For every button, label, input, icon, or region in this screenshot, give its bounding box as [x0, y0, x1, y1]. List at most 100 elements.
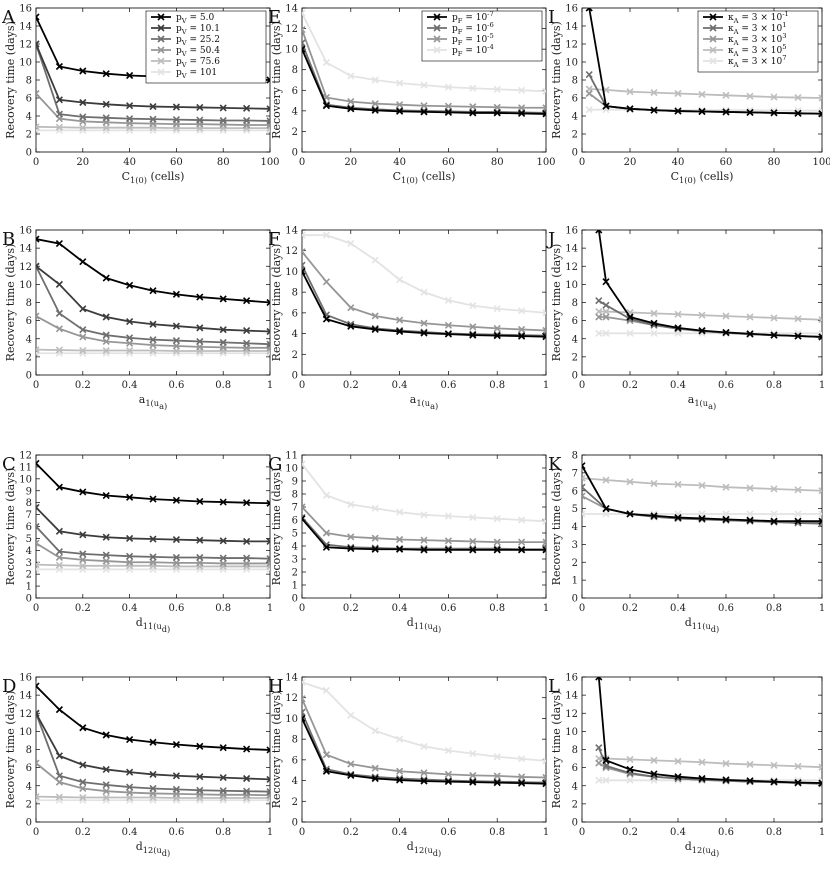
legend-entry: κA = 3 × 101	[728, 21, 787, 36]
data-point-marker	[794, 517, 802, 525]
plot-area	[302, 231, 546, 341]
y-tick-label: 10	[565, 280, 578, 291]
data-point-marker	[102, 346, 110, 355]
data-point-marker	[243, 745, 251, 753]
data-point-marker	[698, 758, 706, 766]
data-point-marker	[602, 776, 610, 784]
data-point-marker	[420, 769, 428, 777]
data-point-marker	[585, 106, 593, 114]
x-tick-label: 0.6	[440, 380, 456, 391]
legend-marker	[709, 35, 717, 43]
data-point-marker	[149, 102, 157, 111]
data-point-marker	[602, 307, 610, 316]
y-tick-label: 6	[572, 316, 578, 327]
data-point-marker	[196, 116, 204, 124]
series-line	[302, 516, 546, 551]
data-point-marker	[542, 87, 546, 95]
x-tick-label: 0	[579, 603, 585, 614]
data-point-marker	[602, 313, 610, 321]
data-point-marker	[371, 534, 379, 542]
axes-frame	[301, 454, 547, 599]
y-tick-label: 1	[292, 581, 298, 592]
data-point-marker	[674, 310, 682, 318]
data-point-marker	[818, 779, 822, 787]
data-point-marker	[396, 735, 404, 743]
data-point-marker	[172, 496, 180, 504]
data-point-marker	[266, 788, 270, 796]
y-tick-label: 6	[572, 94, 578, 105]
data-point-marker	[518, 538, 526, 546]
data-point-marker	[322, 102, 330, 110]
data-point-marker	[626, 329, 634, 337]
series-line	[302, 681, 546, 762]
data-point-marker	[396, 327, 404, 336]
data-point-marker	[219, 326, 227, 334]
data-point-marker	[36, 312, 40, 320]
data-point-marker	[79, 556, 87, 564]
data-point-marker	[126, 339, 134, 347]
y-tick-label: 4	[572, 334, 578, 345]
panel-c: 0 0.2 0.4 0.6 0.8 10123456789101112d11(ud)Rec…	[2, 451, 273, 635]
data-point-marker	[469, 109, 477, 117]
series-line	[302, 264, 546, 337]
x-tick-label: 0.6	[718, 827, 734, 838]
data-point-marker	[102, 731, 110, 739]
series-line	[589, 88, 822, 99]
data-point-marker	[126, 281, 134, 289]
panel-letter: H	[268, 676, 284, 697]
data-point-marker	[444, 546, 452, 554]
data-point-marker	[266, 746, 270, 754]
x-axis-label: d11(ud)	[685, 616, 720, 634]
data-point-marker	[518, 516, 526, 524]
data-point-marker	[126, 534, 134, 542]
y-tick-label: 6	[292, 516, 298, 527]
data-point-marker	[469, 302, 477, 310]
data-point-marker	[542, 517, 546, 525]
data-point-marker	[149, 738, 157, 746]
data-point-marker	[149, 320, 157, 328]
data-point-marker	[196, 343, 204, 351]
data-point-marker	[172, 116, 180, 124]
x-axis-label: a1(ua)	[139, 393, 167, 411]
data-point-marker	[585, 89, 593, 98]
data-point-marker	[698, 481, 706, 489]
x-tick-label: 80	[217, 157, 230, 168]
data-point-marker	[469, 103, 477, 111]
axes-frame	[301, 229, 547, 376]
y-tick-label: 2	[292, 797, 298, 808]
y-tick-label: 12	[285, 693, 298, 704]
data-point-marker	[219, 104, 227, 112]
y-tick-label: 2	[26, 570, 32, 581]
y-tick-label: 0	[292, 594, 298, 605]
data-point-marker	[770, 485, 778, 493]
data-point-marker	[149, 341, 157, 349]
data-point-marker	[420, 742, 428, 750]
y-tick-label: 8	[572, 451, 578, 462]
data-point-marker	[126, 346, 134, 355]
data-point-marker	[79, 305, 87, 313]
data-point-marker	[444, 330, 452, 338]
x-tick-label: 80	[491, 157, 504, 168]
panel-i: 0 20 40 60 80 100 0 2 4 6 8 10 12 14 16 C1(0) (cells) Re…	[548, 4, 830, 186]
data-point-marker	[196, 536, 204, 544]
y-tick-label: 10	[19, 280, 32, 291]
axes-frame	[581, 229, 823, 376]
data-point-marker	[542, 104, 546, 112]
legend: pV = 5.0pV = 10.1pV = 25.2pV = 50.4pV = …	[145, 10, 267, 84]
axes-frame	[581, 676, 823, 823]
data-point-marker	[444, 296, 452, 304]
data-point-marker	[722, 483, 730, 491]
legend-entry: pF = 10-6	[452, 21, 494, 36]
y-axis-label: Recovery time (days)	[270, 244, 283, 362]
data-point-marker	[770, 517, 778, 525]
panel-h: 0 0.2 0.4 0.6 0.8 102468101214d12(ud)Recovery…	[268, 673, 549, 859]
data-point-marker	[444, 321, 452, 329]
y-tick-label: 10	[565, 58, 578, 69]
panel-g: 0 0.2 0.4 0.6 0.8 101234567891011d11(ud)Recov…	[268, 451, 549, 635]
data-point-marker	[149, 553, 157, 561]
x-tick-label: 0.4	[670, 827, 686, 838]
legend-marker	[157, 13, 165, 21]
y-tick-label: 3	[572, 540, 578, 551]
data-point-marker	[243, 554, 251, 562]
